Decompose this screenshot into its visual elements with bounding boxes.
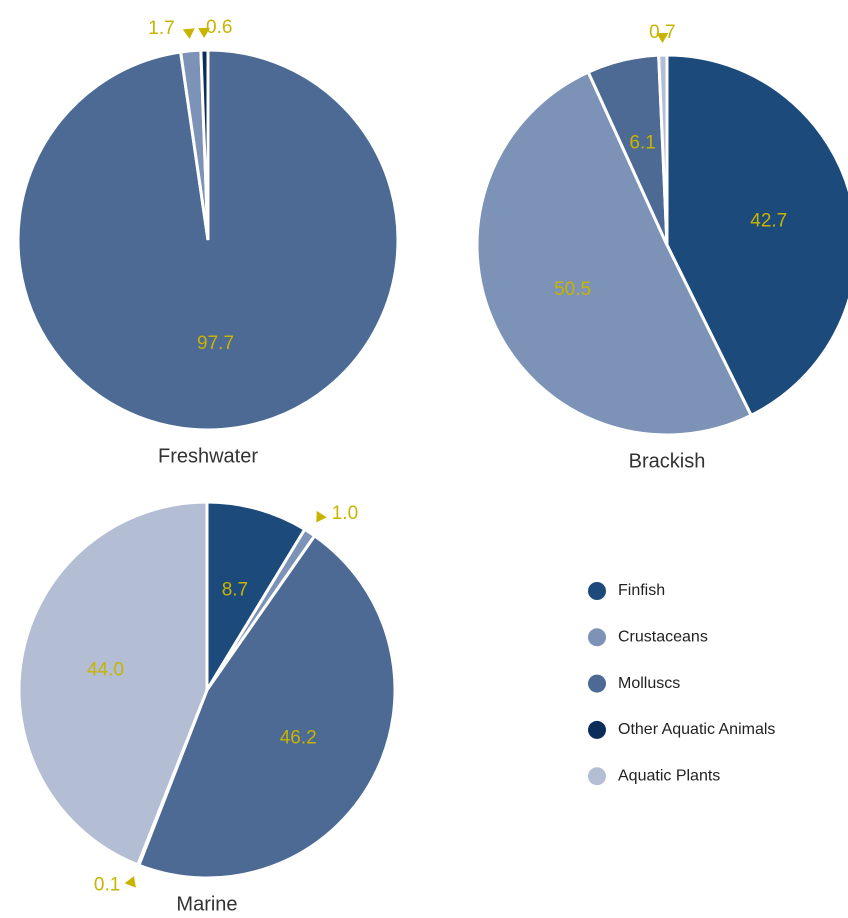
value-label: 0.7 — [649, 22, 675, 43]
legend-swatch — [588, 767, 606, 786]
value-label: 6.1 — [629, 132, 655, 153]
value-label: 97.7 — [197, 333, 234, 354]
pie-slice — [17, 500, 209, 867]
label-pointer — [656, 32, 669, 44]
pie-slice — [199, 48, 210, 241]
legend-swatch — [588, 628, 606, 647]
legend-swatch — [588, 720, 606, 739]
value-label: 0.6 — [206, 17, 232, 38]
label-pointer — [316, 510, 327, 523]
chart-title: Brackish — [629, 450, 706, 472]
legend-label: Other Aquatic Animals — [618, 721, 775, 738]
label-pointer — [198, 27, 211, 39]
pie-slice — [665, 53, 848, 418]
value-label: 1.7 — [148, 18, 174, 39]
value-label: 42.7 — [750, 210, 787, 231]
chart-title: Freshwater — [158, 445, 258, 467]
pie-slice — [205, 500, 307, 696]
chart-title: Marine — [176, 893, 237, 915]
legend-swatch — [588, 582, 606, 600]
pie-slice — [475, 70, 754, 437]
value-label: 44.0 — [87, 660, 124, 681]
legend-label: Finfish — [618, 582, 665, 599]
value-label: 46.2 — [280, 728, 317, 749]
legend-swatch — [588, 674, 606, 693]
value-label: 0.1 — [94, 875, 120, 896]
value-label: 50.5 — [554, 279, 591, 300]
legend-label: Aquatic Plants — [618, 767, 720, 784]
legend-label: Crustaceans — [618, 629, 708, 646]
value-label: 1.0 — [332, 503, 358, 524]
legend-label: Molluscs — [618, 675, 680, 692]
pie-slice — [657, 53, 669, 246]
value-label: 8.7 — [222, 579, 248, 600]
pie-slice — [136, 533, 397, 880]
label-pointer — [124, 876, 136, 888]
label-pointer — [182, 28, 195, 39]
